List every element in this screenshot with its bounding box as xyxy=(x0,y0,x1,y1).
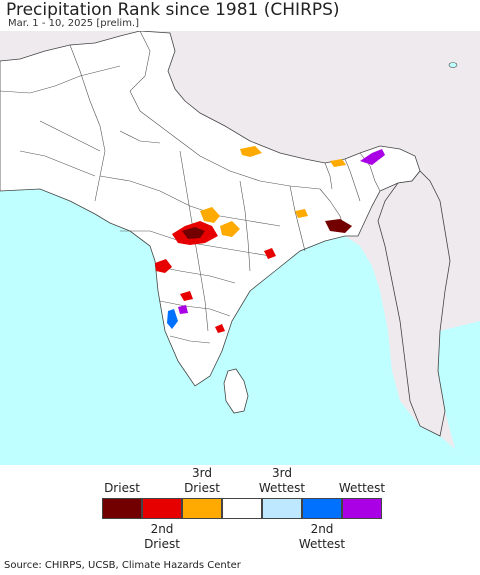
patch-2nd-driest xyxy=(264,248,276,259)
legend-swatch-3rd-driest xyxy=(182,498,222,519)
patch-2nd-driest xyxy=(155,259,172,273)
patch-3rd-driest xyxy=(330,159,346,167)
legend-swatch-2nd-wettest xyxy=(302,498,342,519)
legend-label-2nd-wettest: 2nd Wettest xyxy=(298,522,346,551)
ocean-east xyxy=(438,321,480,465)
legend-swatch-2nd-driest xyxy=(142,498,182,519)
patch-3rd-driest xyxy=(240,146,262,157)
internal-borders xyxy=(0,31,381,344)
patch-2nd-wettest xyxy=(167,309,178,329)
patch-wettest xyxy=(178,305,188,314)
legend: Driest 3rd Driest 3rd Wettest Wettest 2n… xyxy=(0,466,480,560)
legend-swatch-3rd-wettest xyxy=(262,498,302,519)
patch-3rd-driest xyxy=(220,221,240,237)
legend-label-driest: Driest xyxy=(104,481,140,495)
precipitation-rank-map xyxy=(0,31,480,465)
legend-swatch-driest xyxy=(102,498,142,519)
map-title: Precipitation Rank since 1981 (CHIRPS) xyxy=(6,0,340,20)
patch-3rd-driest xyxy=(200,207,220,223)
patch-3rd-driest xyxy=(295,209,308,218)
patch-2nd-driest xyxy=(180,291,193,301)
source-credit: Source: CHIRPS, UCSB, Climate Hazards Ce… xyxy=(4,560,241,571)
legend-label-2nd-driest: 2nd Driest xyxy=(144,522,180,551)
patch-driest xyxy=(325,219,352,233)
map-subtitle: Mar. 1 - 10, 2025 [prelim.] xyxy=(8,18,140,29)
legend-label-wettest: Wettest xyxy=(338,481,386,495)
legend-swatch-wettest xyxy=(342,498,382,519)
ocean xyxy=(0,189,480,465)
patch-driest xyxy=(182,227,205,239)
legend-swatch-normal xyxy=(222,498,262,519)
patch-2nd-driest xyxy=(215,324,225,333)
legend-label-3rd-driest: 3rd Driest xyxy=(184,466,220,495)
legend-label-3rd-wettest: 3rd Wettest xyxy=(258,466,306,495)
patch-wettest xyxy=(360,149,385,165)
myanmar-land xyxy=(377,170,451,437)
sri-lanka xyxy=(223,368,249,414)
lake xyxy=(448,62,458,68)
rank-patches xyxy=(155,146,385,333)
